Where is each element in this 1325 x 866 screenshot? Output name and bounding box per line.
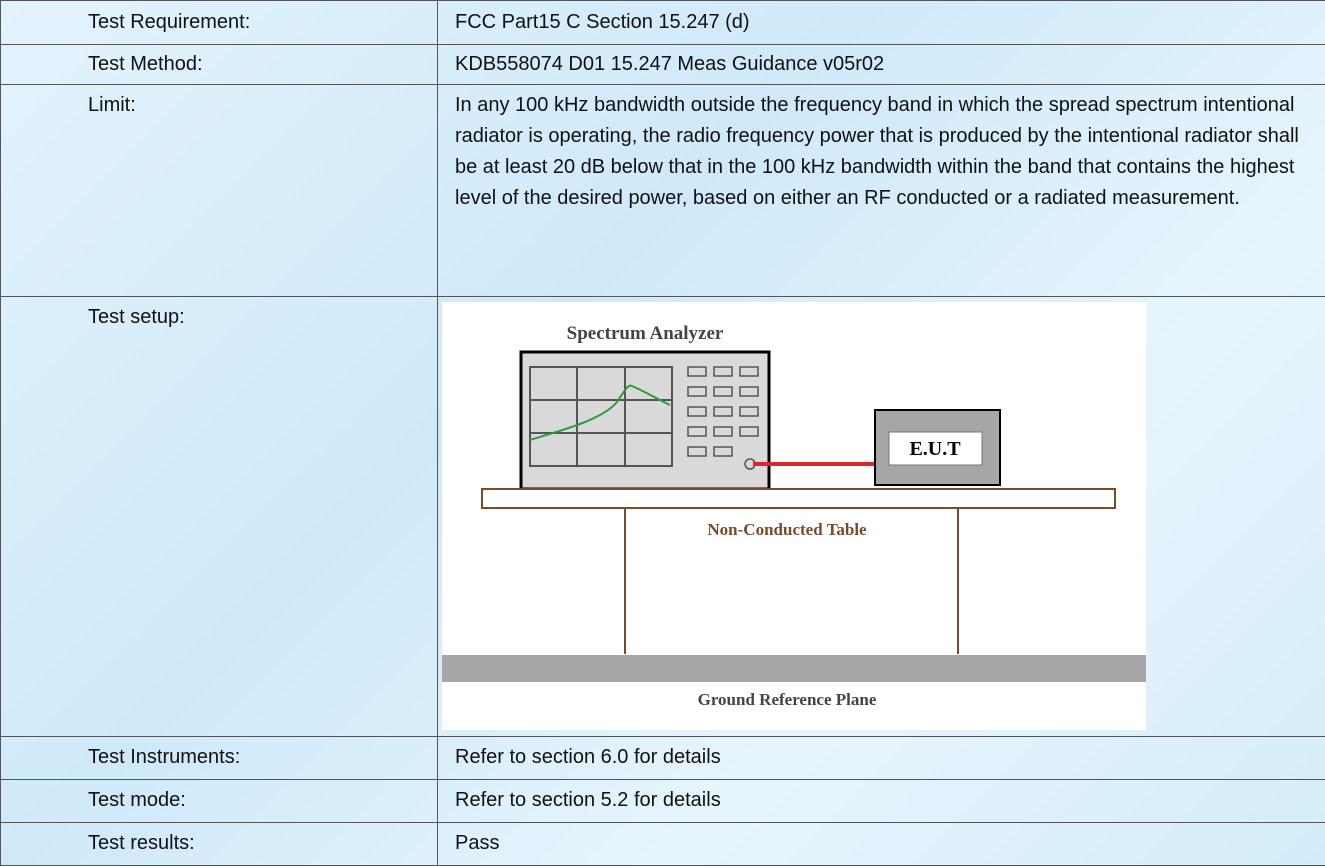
table-cell [0,822,438,866]
row-value: Refer to section 6.0 for details [455,746,721,768]
row-label: Test results: [88,832,195,854]
row-value: KDB558074 D01 15.247 Meas Guidance v05r0… [455,52,885,75]
test-setup-diagram: Spectrum Analyzer E.U.T Non-Conducted Ta… [442,302,1146,730]
analyzer-label: Spectrum Analyzer [567,323,724,344]
ground-plane [442,655,1146,682]
table-cell [0,84,438,297]
ground-label: Ground Reference Plane [698,690,877,709]
screen [529,366,673,467]
row-value: In any 100 kHz bandwidth outside the fre… [455,94,1299,209]
row-value: Refer to section 5.2 for details [455,789,721,811]
eut-label-box [888,431,983,466]
row-value: Pass [455,832,500,854]
eut-label: E.U.T [909,438,961,460]
row-label: Test setup: [88,306,185,328]
table-top [481,488,1116,509]
row-label: Limit: [88,94,136,116]
row-label: Test Requirement: [88,10,251,33]
table-cell [0,44,438,85]
trace [529,384,671,441]
row-label: Test Method: [88,52,203,75]
row-value: FCC Part15 C Section 15.247 (d) [455,10,750,33]
table-label: Non-Conducted Table [707,520,867,539]
diagram-svg: Spectrum Analyzer E.U.T Non-Conducted Ta… [442,323,1146,709]
buttons [687,366,759,470]
table-cell [0,296,438,737]
row-label: Test mode: [88,789,186,811]
table-cell [0,779,438,823]
row-label: Test Instruments: [88,746,241,768]
